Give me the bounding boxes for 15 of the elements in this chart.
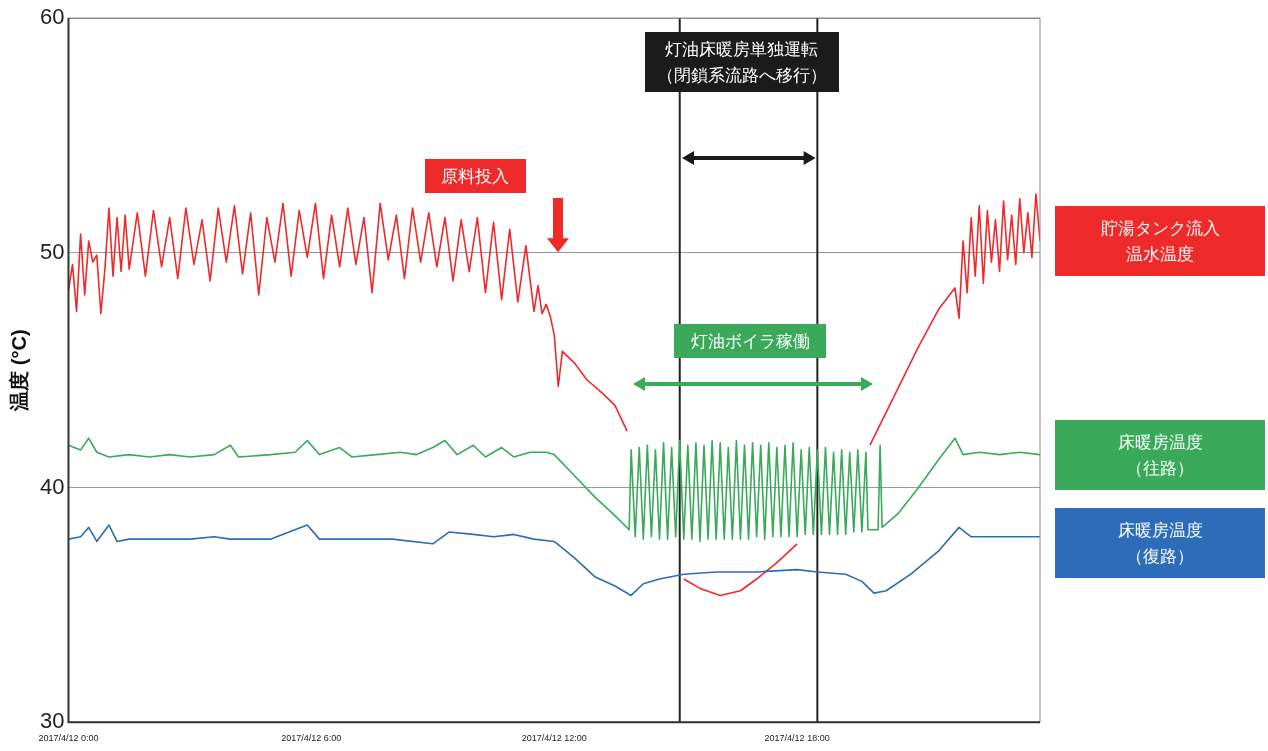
x-tick-label: 2017/4/12 12:00 <box>521 733 587 744</box>
text: 床暖房温度（復路） <box>1116 518 1204 568</box>
y-axis-title: 温度 (°C) <box>7 329 30 412</box>
annotation: 原料投入 <box>440 165 511 189</box>
x-tick-label: 2017/4/12 6:00 <box>281 733 342 744</box>
x-tick-label: 2017/4/12 0:00 <box>38 733 99 744</box>
y-tick-label: 50 <box>39 238 65 264</box>
text: 床暖房温度（往路） <box>1116 430 1204 480</box>
annotation: 灯油ボイラ稼働 <box>689 330 811 354</box>
text: 貯湯タンク流入温水温度 <box>1100 217 1220 266</box>
x-tick-label: 2017/4/12 18:00 <box>764 733 830 744</box>
y-tick-label: 60 <box>39 4 65 30</box>
y-tick-label: 40 <box>39 473 65 499</box>
y-tick-label: 30 <box>39 708 65 734</box>
annotation: 灯油床暖房単独運転（閉鎖系流路へ移行） <box>656 38 827 88</box>
